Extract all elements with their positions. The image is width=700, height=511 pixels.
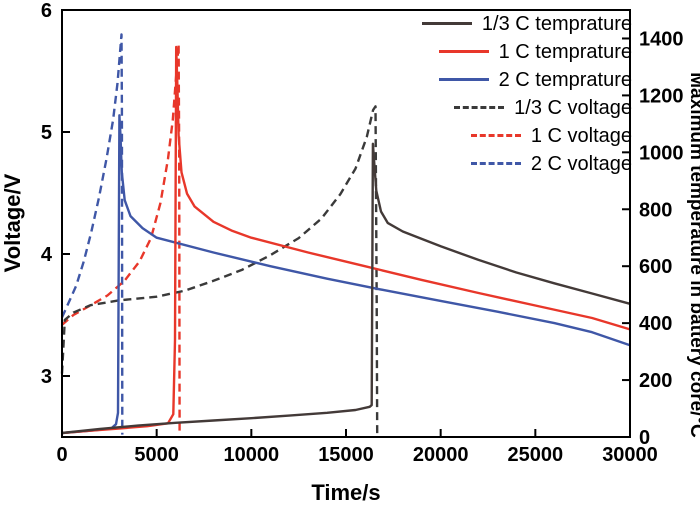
solid-line-sample-icon [438,78,489,81]
x-tick-label: 15000 [318,444,374,466]
solid-line-sample-icon [421,22,472,25]
legend-item-1-c-voltage: 1 C voltage [470,124,632,147]
x-tick-label: 20000 [413,444,469,466]
legend-label: 1/3 C temprature [481,12,632,35]
x-tick-label: 5000 [134,444,179,466]
y-left-tick-label: 3 [41,366,52,388]
y-right-tick-label: 800 [639,199,672,221]
y-right-tick-label: 1400 [639,28,684,50]
x-axis-label: Time/s [311,480,380,505]
legend-item-1-3-c-temprature: 1/3 C temprature [421,12,632,35]
y-right-tick-label: 600 [639,256,672,278]
series-line-1-3-c-temprature [61,142,631,435]
y-right-tick-label: 1000 [639,142,684,164]
dashed-line-sample-icon [470,134,521,137]
chart-legend: 1/3 C temprature 1 C temprature 2 C tempra… [421,12,632,175]
dashed-line-sample-icon [470,162,521,165]
legend-item-2-c-voltage: 2 C voltage [470,152,632,175]
solid-line-sample-icon [438,50,489,53]
legend-item-1-3-c-voltage: 1/3 C voltage [454,96,632,119]
dashed-line-sample-icon [454,106,505,109]
legend-label: 2 C voltage [530,152,632,175]
y-left-tick-label: 4 [41,244,53,266]
x-tick-label: 30000 [602,444,658,466]
legend-label: 1 C temprature [498,40,632,63]
series-line-2-c-temprature [61,114,631,435]
y-axis-label-left: Voltage/V [0,173,25,272]
y-right-tick-label: 1200 [639,85,684,107]
y-right-tick-label: 0 [639,427,650,449]
series-line-2-c-voltage [60,33,124,435]
series-line-1-c-voltage [61,43,181,435]
x-tick-label: 10000 [224,444,280,466]
legend-label: 2 C temprature [498,68,632,91]
y-right-tick-label: 400 [639,313,672,335]
x-tick-label: 25000 [508,444,564,466]
series-line-1-3-c-voltage [60,105,379,435]
y-axis-label-right: Maximum temperature in battery core/°C [686,72,700,438]
legend-item-1-c-temprature: 1 C temprature [438,40,632,63]
x-tick-label: 0 [56,444,67,466]
legend-item-2-c-temprature: 2 C temprature [438,68,632,91]
y-left-tick-label: 5 [41,122,52,144]
legend-label: 1/3 C voltage [514,96,632,119]
legend-label: 1 C voltage [530,124,632,147]
y-left-tick-label: 6 [41,0,52,22]
y-right-tick-label: 200 [639,370,672,392]
